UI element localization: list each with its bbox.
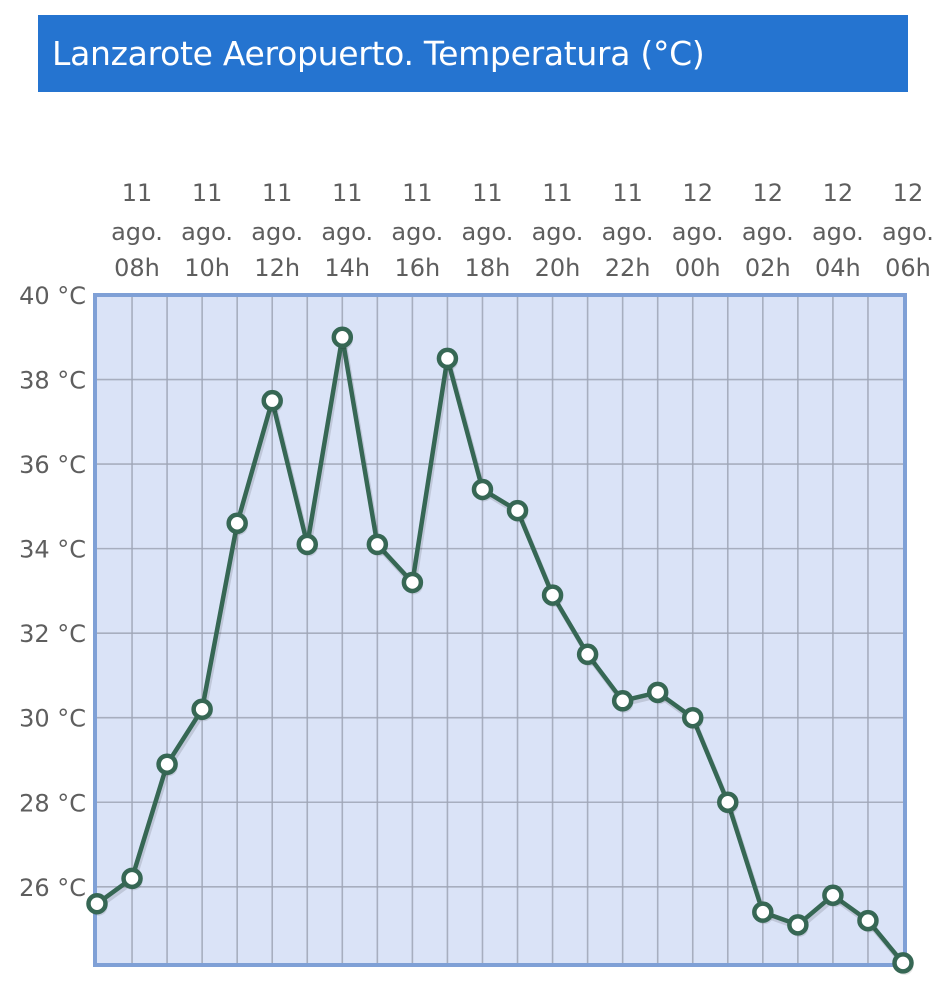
x-tick-hour: 18h: [465, 254, 511, 282]
y-axis-labels: 26 °C 28 °C 30 °C 32 °C 34 °C 36 °C 38 °C 40 °C: [19, 282, 86, 902]
x-tick-month: ago.: [882, 218, 934, 246]
data-point-marker: [681, 706, 704, 729]
x-tick-month: ago.: [672, 218, 724, 246]
plot-area: [95, 295, 905, 965]
data-point-marker: [86, 892, 108, 915]
y-tick-label: 30 °C: [19, 705, 86, 733]
y-tick-label: 40 °C: [19, 282, 86, 310]
x-tick-hour: 22h: [605, 254, 651, 282]
data-point-marker: [787, 914, 809, 936]
x-tick-day: 11: [402, 179, 433, 207]
data-point-marker: [261, 389, 283, 412]
x-tick-hour: 02h: [745, 254, 791, 282]
vertical-gridlines: [131, 295, 869, 965]
data-point-marker: [717, 791, 739, 814]
x-tick-label: 12 ago. 00h: [672, 179, 724, 282]
data-point-marker: [436, 347, 459, 370]
y-tick-label: 32 °C: [19, 620, 86, 648]
x-tick-day: 11: [472, 179, 503, 207]
x-tick-day: 12: [823, 179, 854, 207]
x-tick-label: 11 ago. 22h: [602, 179, 654, 282]
x-tick-hour: 14h: [324, 254, 370, 282]
x-axis-labels: 11 ago. 08h 11 ago. 10h 11 ago. 12h 11 ago. 14h 11 ag…: [111, 179, 934, 282]
data-point-marker: [822, 884, 844, 907]
data-point-marker: [506, 499, 529, 522]
data-point-marker: [121, 867, 143, 890]
y-tick-label: 38 °C: [19, 367, 86, 395]
x-tick-month: ago.: [391, 218, 443, 246]
data-point-marker: [366, 533, 389, 556]
x-tick-hour: 04h: [815, 254, 861, 282]
data-point-marker: [156, 753, 178, 775]
x-tick-day: 12: [753, 179, 784, 207]
x-tick-day: 12: [682, 179, 713, 207]
data-point-marker: [892, 952, 914, 974]
x-tick-day: 11: [262, 179, 293, 207]
x-tick-month: ago.: [742, 218, 794, 246]
plot-border: [93, 293, 907, 967]
x-tick-month: ago.: [111, 218, 163, 246]
data-point-marker: [611, 690, 634, 712]
data-point-marker: [576, 643, 599, 666]
x-tick-label: 11 ago. 08h: [111, 179, 163, 282]
y-tick-label: 28 °C: [19, 789, 86, 817]
y-tick-label: 34 °C: [19, 536, 86, 564]
x-tick-month: ago.: [462, 218, 514, 246]
x-tick-hour: 16h: [394, 254, 440, 282]
plot-background: [95, 295, 905, 965]
data-point-marker: [226, 512, 248, 535]
y-tick-label: 26 °C: [19, 874, 86, 902]
x-tick-label: 12 ago. 02h: [742, 179, 794, 282]
x-tick-day: 11: [122, 179, 153, 207]
plot-frame: [93, 293, 907, 967]
x-tick-label: 11 ago. 14h: [321, 179, 373, 282]
x-tick-month: ago.: [251, 218, 303, 246]
x-tick-hour: 20h: [535, 254, 581, 282]
x-tick-day: 11: [612, 179, 643, 207]
x-tick-hour: 00h: [675, 254, 721, 282]
data-point-marker: [331, 326, 354, 349]
x-tick-hour: 12h: [254, 254, 300, 282]
x-tick-day: 11: [332, 179, 363, 207]
x-tick-month: ago.: [321, 218, 373, 246]
x-tick-label: 11 ago. 20h: [532, 179, 584, 282]
x-tick-label: 11 ago. 10h: [181, 179, 233, 282]
data-point-marker: [752, 901, 774, 923]
x-tick-label: 12 ago. 06h: [882, 179, 934, 282]
data-point-marker: [541, 584, 564, 606]
chart-title: Lanzarote Aeropuerto. Temperatura (°C): [52, 34, 705, 73]
data-point-marker: [401, 571, 424, 594]
chart-title-bar: Lanzarote Aeropuerto. Temperatura (°C): [38, 15, 908, 92]
x-tick-label: 11 ago. 16h: [391, 179, 443, 282]
x-tick-hour: 08h: [114, 254, 160, 282]
x-tick-month: ago.: [602, 218, 654, 246]
data-point-marker: [471, 478, 494, 501]
data-point-marker: [857, 909, 879, 932]
x-tick-month: ago.: [812, 218, 864, 246]
x-tick-day: 11: [192, 179, 223, 207]
data-point-marker: [296, 533, 319, 556]
data-point-marker: [646, 681, 669, 704]
x-tick-month: ago.: [532, 218, 584, 246]
x-tick-label: 12 ago. 04h: [812, 179, 864, 282]
x-tick-hour: 10h: [184, 254, 230, 282]
data-point-marker: [191, 698, 213, 721]
x-tick-label: 11 ago. 18h: [462, 179, 514, 282]
x-tick-month: ago.: [181, 218, 233, 246]
x-tick-label: 11 ago. 12h: [251, 179, 303, 282]
temperature-series: [86, 326, 914, 975]
x-tick-hour: 06h: [885, 254, 931, 282]
y-tick-label: 36 °C: [19, 451, 86, 479]
x-tick-day: 12: [893, 179, 924, 207]
horizontal-gridlines: [95, 378, 905, 888]
x-tick-day: 11: [542, 179, 573, 207]
